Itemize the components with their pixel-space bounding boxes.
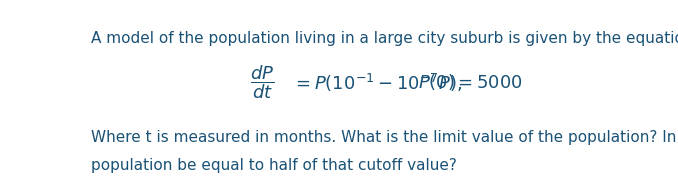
Text: $\dfrac{dP}{dt}$: $\dfrac{dP}{dt}$ xyxy=(250,64,275,101)
Text: $P(0) = 5000$: $P(0) = 5000$ xyxy=(418,72,523,92)
Text: population be equal to half of that cutoff value?: population be equal to half of that cuto… xyxy=(91,158,457,173)
Text: Where t is measured in months. What is the limit value of the population? In how: Where t is measured in months. What is t… xyxy=(91,129,678,145)
Text: A model of the population living in a large city suburb is given by the equation: A model of the population living in a la… xyxy=(91,31,678,46)
Text: $= P(10^{-1} - 10^{-7}P),$: $= P(10^{-1} - 10^{-7}P),$ xyxy=(292,71,462,94)
